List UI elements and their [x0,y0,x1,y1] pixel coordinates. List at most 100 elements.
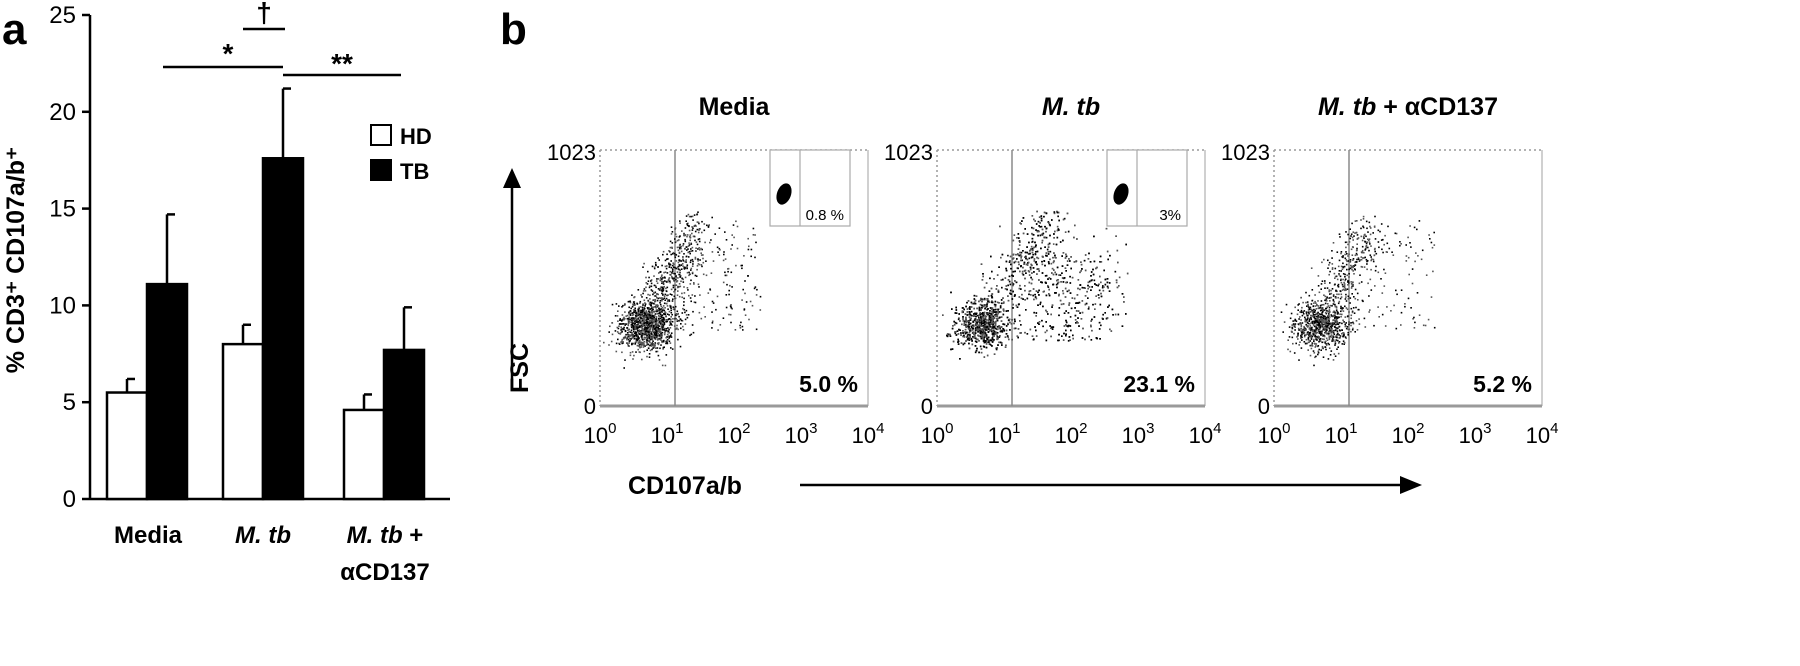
scatter-point [1346,274,1348,277]
scatter-point [1084,254,1087,256]
scatter-point [1103,269,1105,272]
scatter-point [1324,287,1326,289]
scatter-point [641,335,643,337]
scatter-point [1017,233,1020,235]
scatter-point [686,266,688,268]
scatter-point [1035,223,1038,225]
scatter-point [702,273,705,276]
scatter-point [1049,278,1052,280]
scatter-point [687,314,690,316]
scatter-point [1007,319,1010,322]
scatter-point [659,347,661,350]
scatter-point [694,256,697,259]
scatter-point [1311,342,1314,344]
scatter-point [648,324,650,326]
scatter-point [991,330,994,332]
scatter-point [656,335,658,337]
scatter-point [980,330,983,333]
scatter-point [1033,271,1035,273]
scatter-point [1055,292,1057,294]
scatter-point [1329,316,1331,318]
scatter-point [1046,255,1048,257]
scatter-point [1411,282,1414,285]
scatter-point [1429,238,1431,240]
scatter-point [977,331,979,333]
scatter-point [1038,323,1040,325]
scatter-point [659,279,662,282]
scatter-point [942,314,944,316]
scatter-point [1430,296,1433,298]
scatter-point [1313,316,1315,318]
scatter-point [1042,325,1044,328]
scatter-point [668,318,671,320]
category-label-mtb-acd137: M. tb + [347,522,424,549]
scatter-point [962,343,965,346]
scatter-point [639,346,641,349]
scatter-point [1056,211,1059,214]
scatter-point [660,278,663,280]
scatter-point [1313,325,1316,328]
scatter-point [1116,249,1119,252]
scatter-point [648,303,651,305]
scatter-point [1062,277,1065,280]
scatter-point [1373,254,1376,257]
scatter-point [1007,279,1010,281]
scatter-point [647,270,649,273]
scatter-point [1069,260,1071,262]
scatter-point [653,332,656,335]
scatter-point [648,315,651,318]
scatter-point [1036,273,1038,275]
scatter-point [648,286,651,289]
gate-percent: 23.1 % [1123,371,1195,397]
scatter-point [1299,322,1302,324]
scatter-point [966,325,968,328]
scatter-point [1304,329,1306,332]
scatter-point [627,343,629,346]
scatter-point [989,310,991,312]
scatter-point [661,314,664,316]
scatter-point [975,337,977,340]
scatter-point [624,359,626,361]
scatter-point [658,312,660,315]
scatter-point [1006,288,1008,291]
scatter-point [675,278,677,281]
scatter-point [684,261,687,263]
scatter-point [718,254,721,256]
scatter-point [1367,231,1369,233]
scatter-point [1344,279,1346,282]
scatter-point [638,306,640,309]
scatter-point [673,277,675,279]
scatter-point [997,289,1000,292]
scatter-point [968,321,970,324]
scatter-point [1008,275,1011,278]
scatter-point [691,215,694,218]
scatter-point [630,317,633,319]
scatter-point [975,349,978,352]
scatter-point [683,308,686,311]
scatter-point [979,325,981,327]
scatter-point [973,332,975,334]
scatter-point [999,305,1002,307]
scatter-point [691,246,694,249]
scatter-point [1351,254,1354,256]
scatter-point [665,302,668,305]
scatter-point [988,326,990,329]
scatter-point [654,322,657,324]
scatter-point [1383,243,1385,246]
scatter-point [745,301,748,303]
scatter-point [611,333,614,336]
scatter-point [986,337,988,340]
scatter-point [1315,326,1317,328]
scatter-point [989,344,992,346]
scatter-point [671,247,673,249]
scatter-point [1045,274,1048,277]
scatter-point [678,251,681,254]
scatter-point [1018,254,1021,257]
scatter-point [642,318,644,320]
scatter-point [683,292,686,294]
scatter-point [988,343,991,345]
scatter-point [1019,251,1021,254]
scatter-point [672,268,674,271]
scatter-point [978,322,981,325]
scatter-point [1306,321,1309,324]
